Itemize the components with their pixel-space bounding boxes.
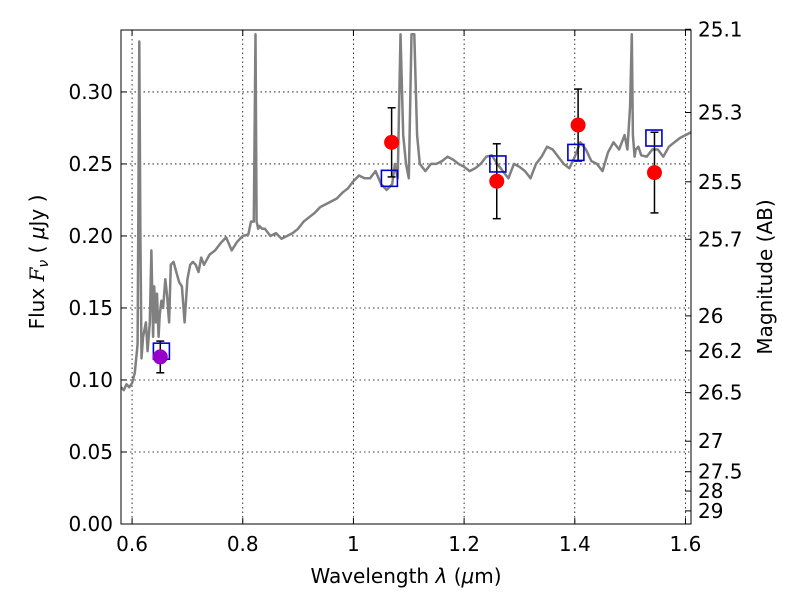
grid [121, 30, 691, 525]
y2-tick-label: 25.7 [698, 227, 743, 251]
model-photometry-marker [380, 169, 399, 188]
observed-flux-point [646, 165, 662, 181]
x-tick-label: 1.6 [670, 532, 702, 556]
y2-tick-label: 26.5 [698, 381, 743, 405]
y-tick-label: 0.00 [68, 512, 113, 536]
axis-ticks: 0.6 0.8 1 1.2 1.4 1.6 0.00 0.05 0.10 0.15 0.20 0.25… [68, 17, 742, 556]
observed-flux-point [152, 349, 168, 365]
y2-tick-label: 25.5 [698, 170, 743, 194]
model-photometry-marker [489, 155, 507, 173]
model-spectrum-line [121, 33, 691, 392]
y2-tick-label: 28 [698, 479, 723, 503]
model-photometry-marker [567, 143, 585, 162]
observed-flux-point [489, 173, 505, 189]
x-tick-label: 0.8 [227, 532, 259, 556]
y-tick-label: 0.20 [68, 224, 113, 248]
x-axis-label: Wavelength λ (μm) [310, 564, 501, 588]
y2-axis-label: Magnitude (AB) [753, 199, 777, 354]
y-tick-label: 0.15 [68, 296, 113, 320]
observed-flux-point [570, 117, 586, 133]
plot-area [121, 33, 691, 392]
y2-tick-label: 29 [698, 499, 723, 523]
x-tick-label: 1.4 [559, 532, 591, 556]
x-tick-label: 0.6 [116, 532, 148, 556]
x-tick-label: 1 [347, 532, 360, 556]
y-tick-label: 0.30 [68, 80, 113, 104]
y-tick-label: 0.10 [68, 368, 113, 392]
plot-frame [120, 29, 692, 525]
y2-tick-label: 26.2 [698, 339, 743, 363]
y2-tick-label: 27.5 [698, 460, 743, 484]
y-tick-label: 0.25 [68, 152, 113, 176]
x-tick-label: 1.2 [448, 532, 480, 556]
model-photometry-marker [645, 129, 663, 147]
y2-tick-label: 25.1 [698, 17, 743, 41]
y2-tick-label: 25.3 [698, 101, 743, 125]
observed-flux-point [384, 134, 400, 150]
y2-tick-label: 27 [698, 429, 723, 453]
y-tick-label: 0.05 [68, 440, 113, 464]
y-axis-label: Flux Fν ( μJy ) [25, 195, 52, 330]
y2-tick-label: 26 [698, 304, 723, 328]
